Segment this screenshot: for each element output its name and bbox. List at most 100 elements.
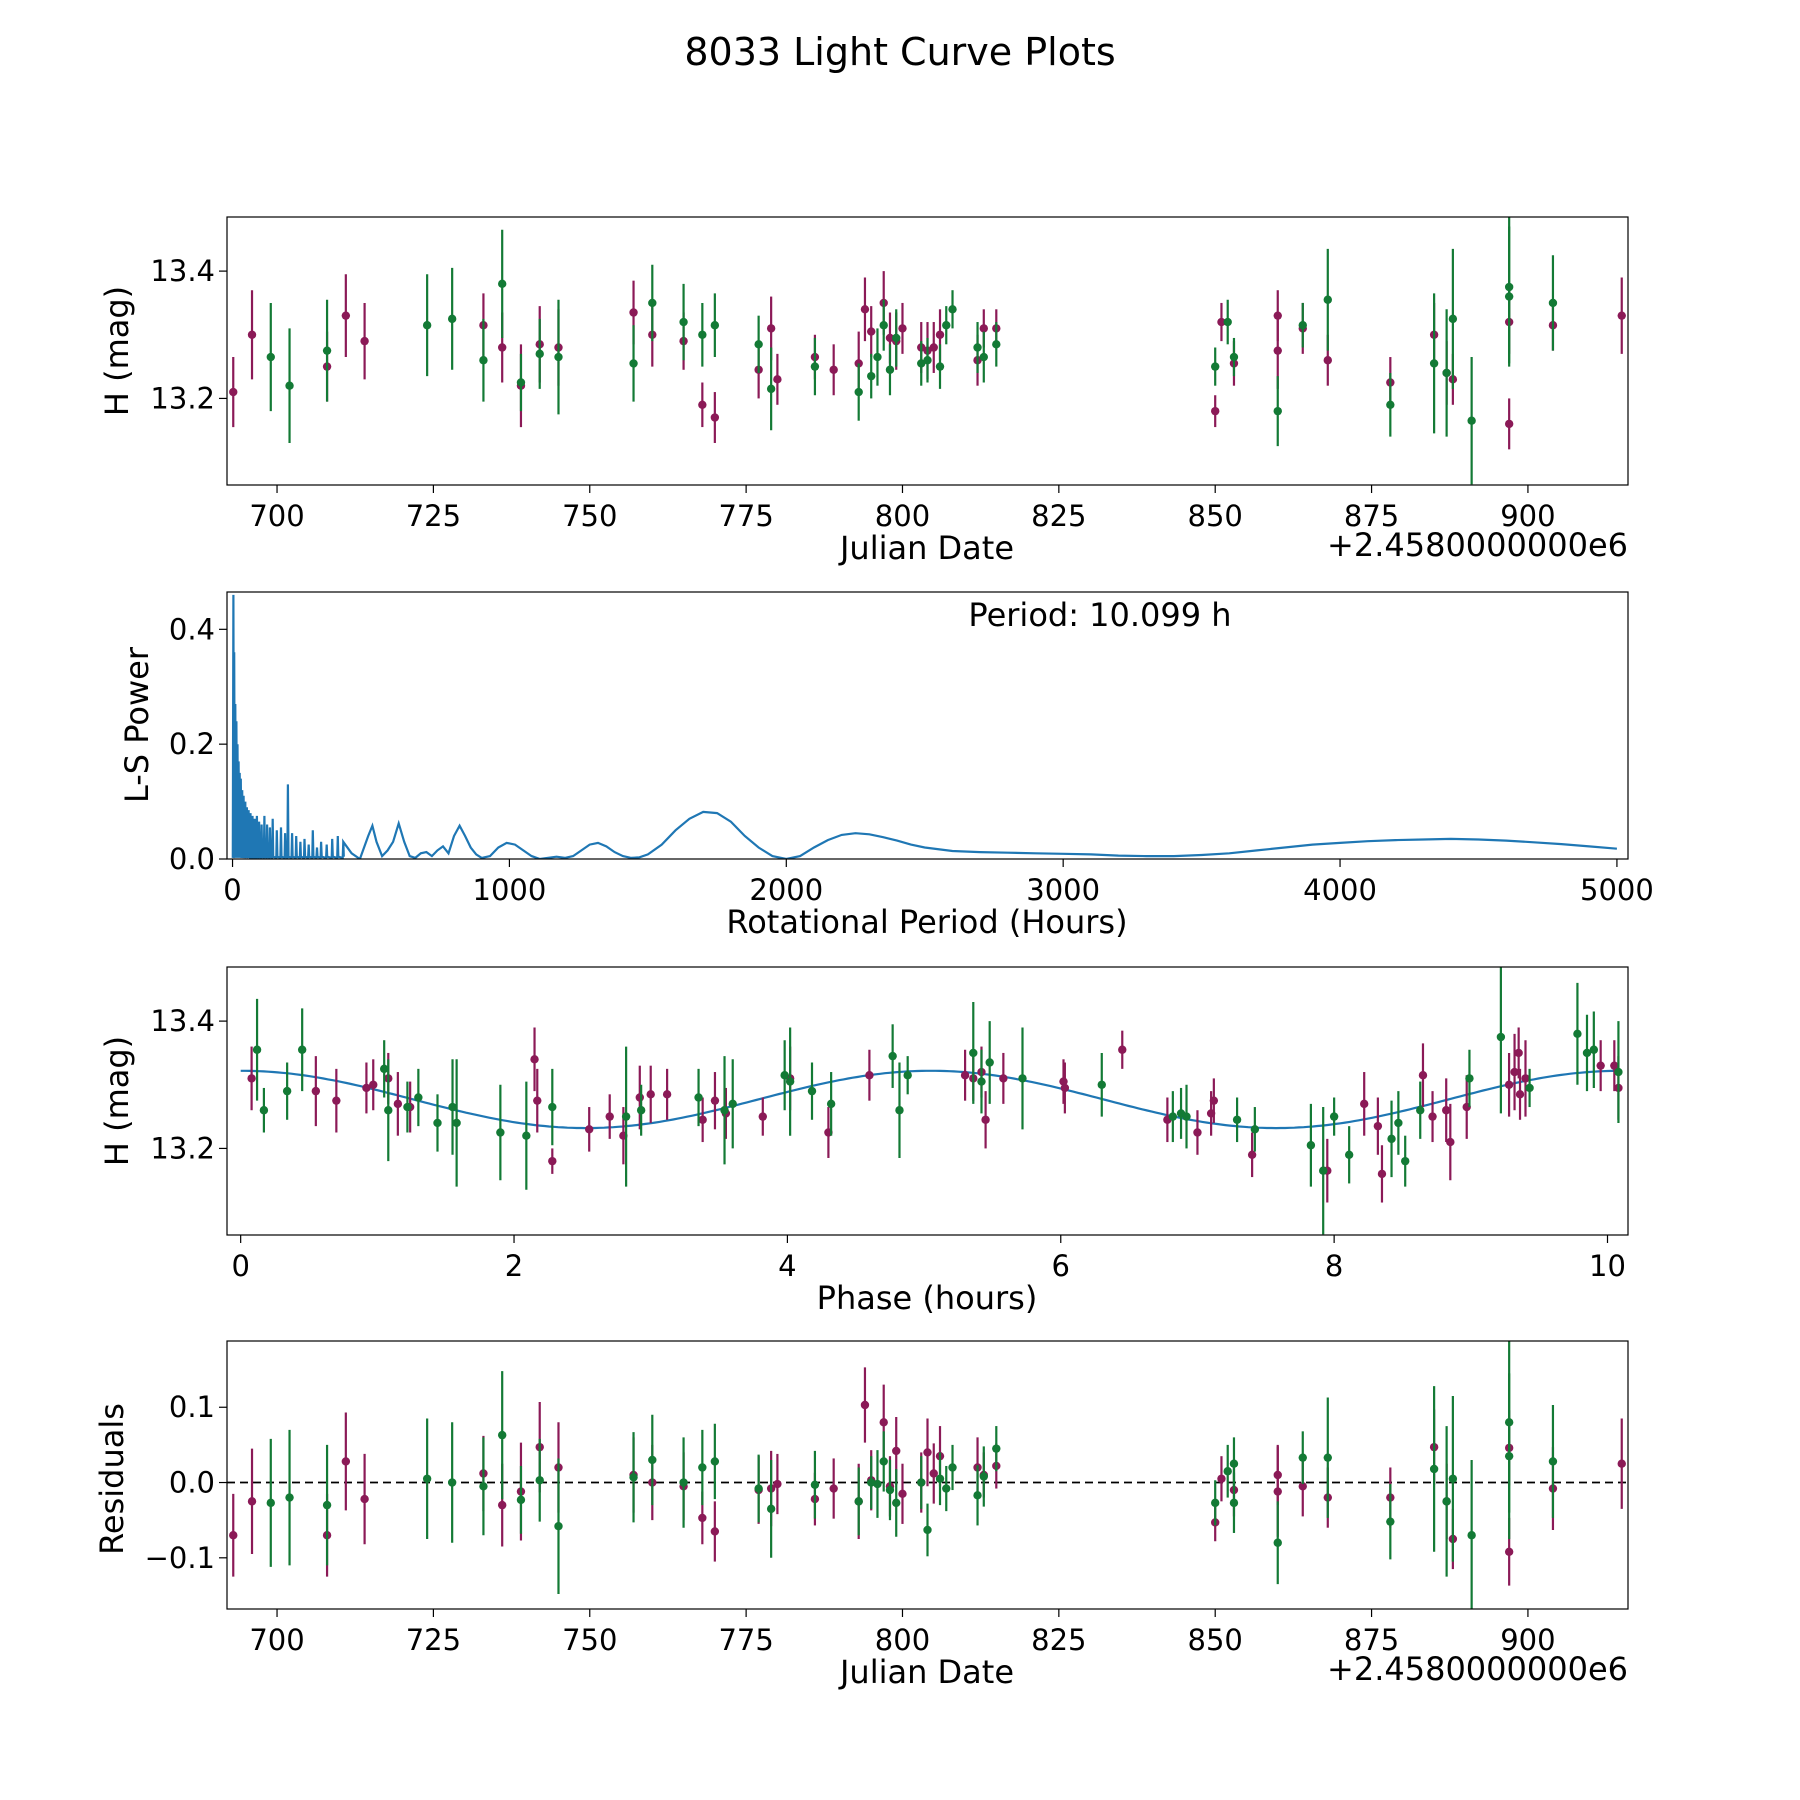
phased-data-point (369, 1080, 378, 1089)
lightcurve-x-tick-label: 800 (875, 499, 930, 533)
lightcurve-data-point (766, 324, 776, 333)
phased-data-point (1250, 1125, 1260, 1134)
residuals-data-point (554, 1521, 563, 1531)
residuals-data-point (422, 1474, 432, 1483)
lightcurve-data-point (341, 311, 351, 320)
residuals-data-point (322, 1500, 332, 1510)
phased-data-point (297, 1045, 307, 1054)
phased-x-tick-label: 6 (1052, 1249, 1070, 1283)
phased-data-point (332, 1096, 341, 1105)
periodogram-y-tick-label: 0.2 (169, 727, 215, 761)
lightcurve-data-point (992, 340, 1001, 349)
periodogram-x-tick-label: 2000 (749, 873, 823, 907)
lightcurve-x-tick-label: 825 (1031, 499, 1086, 533)
lightcurve-data-point (229, 387, 238, 397)
residuals-data-point (992, 1444, 1001, 1453)
periodogram-y-label: L-S Power (118, 646, 156, 803)
phased-x-tick-label: 0 (231, 1249, 249, 1283)
periodogram-x-tick-label: 0 (223, 873, 241, 907)
residuals-y-tick-label: 0.0 (169, 1466, 215, 1500)
residuals-data-point (535, 1476, 544, 1485)
residuals-data-point (1298, 1482, 1307, 1491)
lightcurve-data-point (1229, 352, 1239, 362)
lightcurve-data-point (948, 305, 957, 314)
lightcurve-data-point (1323, 295, 1332, 304)
residuals-data-point (1211, 1498, 1220, 1508)
residuals-x-tick-label: 900 (1500, 1623, 1555, 1657)
lightcurve-data-point (422, 321, 432, 330)
lightcurve-data-point (1548, 298, 1558, 308)
residuals-data-point (497, 1500, 507, 1510)
lightcurve-data-point (679, 317, 688, 327)
residuals-data-point (698, 1513, 707, 1523)
residuals-data-point (1229, 1498, 1239, 1508)
figure-title: 8033 Light Curve Plots (684, 30, 1115, 74)
phased-data-point (780, 1071, 789, 1080)
phased-data-point (1344, 1150, 1354, 1159)
lightcurve-data-point (885, 333, 895, 343)
lightcurve-data-point (1386, 400, 1395, 409)
residuals-data-point (1617, 1459, 1626, 1468)
phased-data-point (1318, 1166, 1328, 1175)
lightcurve-ticks: 700 725 750 775 800 825 850 875 900 13.2 13.4 (150, 254, 1555, 533)
phased-data-point (393, 1099, 403, 1109)
residuals-data-point (854, 1497, 863, 1506)
lightcurve-data-point (497, 343, 507, 352)
residuals-y-tick-label: 0.1 (169, 1390, 215, 1424)
lightcurve-data-point (885, 365, 895, 374)
residuals-data-point (516, 1495, 526, 1505)
residuals-data-point (1229, 1459, 1239, 1468)
lightcurve-data-point (1223, 317, 1232, 327)
lightcurve-data-point (929, 343, 938, 352)
lightcurve-data-point (629, 308, 638, 317)
phased-data-point (1514, 1048, 1523, 1058)
residuals-panel: 700 725 750 775 800 825 850 875 900 −0.1 0.0 0.1 Ju… (93, 1340, 1629, 1691)
lightcurve-axes-frame (226, 216, 1629, 486)
phased-data-point (1306, 1141, 1316, 1150)
lightcurve-data-point (516, 378, 526, 387)
residuals-x-label: Julian Date (838, 1653, 1014, 1691)
phased-plot-area (240, 967, 1623, 1235)
periodogram-plot-area (231, 594, 1617, 859)
lightcurve-data-point (979, 324, 988, 333)
phased-data-point (1232, 1115, 1242, 1124)
phased-data-point (311, 1086, 321, 1096)
phased-data-point (1521, 1074, 1530, 1083)
residuals-x-tick-label: 800 (875, 1623, 930, 1657)
phased-data-point (1596, 1061, 1605, 1070)
residuals-data-point (447, 1478, 457, 1487)
phased-data-point (247, 1074, 256, 1083)
lightcurve-x-tick-label: 725 (406, 499, 461, 533)
lightcurve-data-point (773, 375, 782, 384)
residuals-data-point (773, 1479, 782, 1489)
phased-data-point (895, 1106, 904, 1115)
phased-x-tick-label: 8 (1325, 1249, 1343, 1283)
phased-data-point (977, 1077, 986, 1086)
residuals-data-point (754, 1484, 763, 1493)
phased-data-point (969, 1048, 978, 1058)
phased-data-point (585, 1125, 594, 1134)
lightcurve-data-point (979, 352, 988, 362)
residuals-data-point (766, 1504, 776, 1514)
lightcurve-data-point (1442, 368, 1451, 378)
periodogram-x-tick-label: 3000 (1026, 873, 1100, 907)
lightcurve-data-point (629, 359, 638, 368)
phased-data-point (1097, 1080, 1106, 1089)
phased-data-point (448, 1102, 457, 1112)
phased-data-point (533, 1096, 542, 1105)
phased-data-point (865, 1071, 874, 1080)
residuals-data-point (341, 1457, 351, 1466)
residuals-data-point (1504, 1451, 1514, 1461)
lightcurve-data-point (710, 413, 720, 422)
residuals-data-point (917, 1478, 926, 1487)
lightcurve-data-point (1217, 317, 1226, 327)
lightcurve-data-point (923, 356, 932, 365)
residuals-data-point (1504, 1547, 1514, 1556)
residuals-data-point (710, 1457, 720, 1466)
lightcurve-data-point (1298, 321, 1307, 330)
lightcurve-data-point (766, 384, 776, 394)
residuals-plot-area (227, 1341, 1628, 1609)
periodogram-x-tick-label: 1000 (473, 873, 547, 907)
residuals-data-point (979, 1472, 988, 1481)
residuals-data-point (247, 1497, 257, 1506)
